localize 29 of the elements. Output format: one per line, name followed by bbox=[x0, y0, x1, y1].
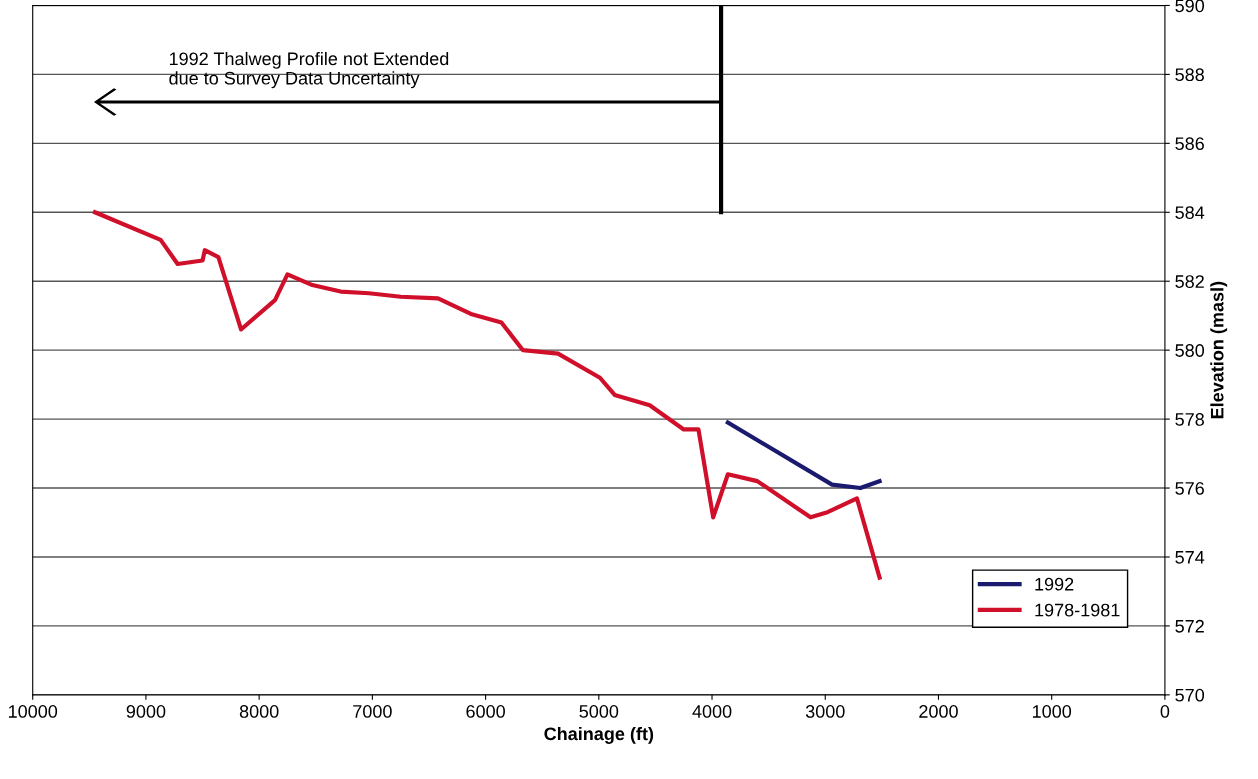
y-tick-label: 574 bbox=[1175, 551, 1205, 564]
x-tick-label: 2000 bbox=[919, 705, 958, 718]
y-tick-label: 590 bbox=[1175, 0, 1205, 13]
y-tick-label: 586 bbox=[1175, 137, 1204, 151]
y-tick-label: 588 bbox=[1175, 68, 1204, 82]
x-tick-label: 8000 bbox=[239, 705, 279, 718]
y-tick-label: 570 bbox=[1175, 688, 1205, 702]
y-tick-label: 572 bbox=[1175, 619, 1204, 633]
x-tick-label: 7000 bbox=[353, 705, 392, 718]
x-tick-label: 4000 bbox=[692, 705, 732, 718]
y-tick-label: 576 bbox=[1175, 481, 1204, 495]
x-tick-label: 5000 bbox=[579, 705, 619, 718]
x-axis-title: Chainage (ft) bbox=[544, 726, 654, 744]
x-tick-label: 3000 bbox=[805, 705, 845, 718]
x-tick-label: 10000 bbox=[8, 705, 58, 718]
y-axis-title: Elevation (masl) bbox=[1210, 281, 1228, 419]
y-tick-label: 578 bbox=[1175, 413, 1204, 426]
y-tick-label: 582 bbox=[1175, 275, 1204, 288]
x-tick-label: 0 bbox=[1160, 705, 1170, 718]
legend-label: 1978-1981 bbox=[1035, 603, 1120, 617]
line-series bbox=[92, 210, 882, 580]
annotation: 1992 Thalweg Profile not Extended due to Survey Data Uncertainty bbox=[169, 51, 449, 89]
x-tick-label: 6000 bbox=[466, 705, 505, 718]
y-tick-label: 584 bbox=[1175, 206, 1205, 219]
line-series bbox=[725, 420, 882, 491]
x-tick-label: 9000 bbox=[126, 705, 166, 718]
y-tick-label: 580 bbox=[1175, 344, 1205, 357]
x-tick-label: 1000 bbox=[1032, 705, 1072, 718]
legend-label: 1992 bbox=[1035, 577, 1074, 591]
